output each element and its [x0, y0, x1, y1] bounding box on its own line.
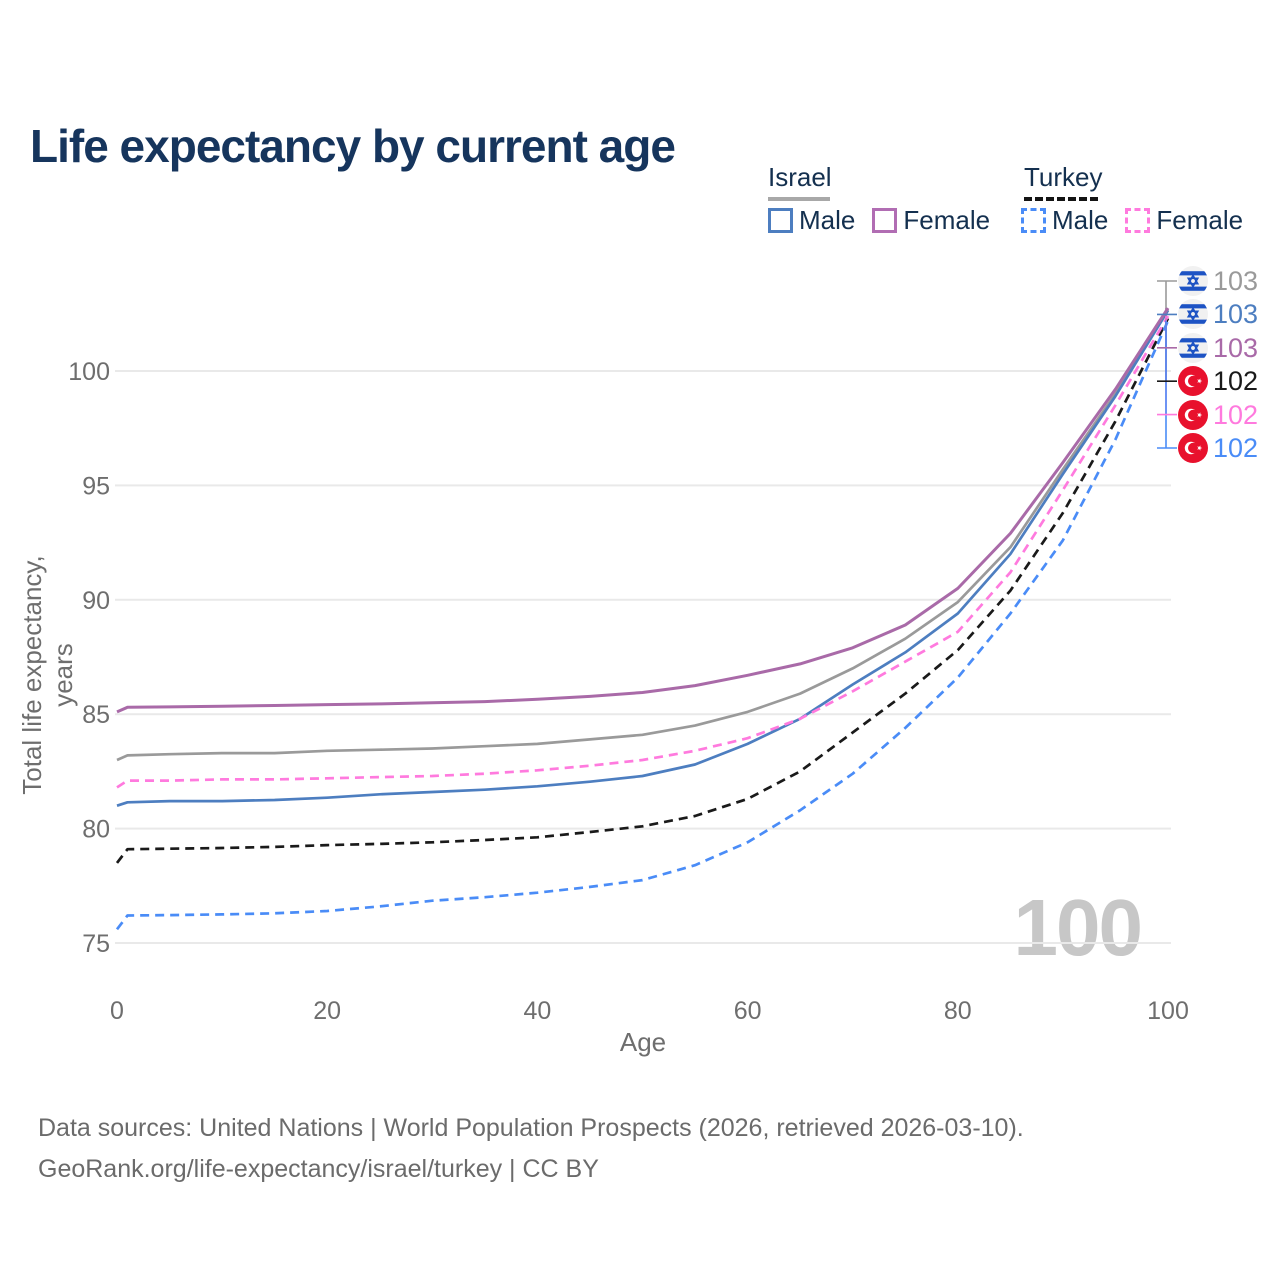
- israel-flag-icon: [1178, 333, 1208, 363]
- legend-item-label: Female: [1156, 205, 1244, 235]
- legend-item-label: Male: [799, 205, 856, 235]
- series-line-israel[interactable]: [116, 308, 1170, 762]
- y-tick-label-95: 95: [82, 472, 110, 500]
- end-label-turkey-male: 102: [1178, 433, 1258, 463]
- end-value: 102: [1213, 432, 1259, 463]
- legend-israel-line-sample: [768, 197, 830, 201]
- end-label-turkey-total: 102: [1178, 366, 1258, 396]
- israel-male-swatch-icon: [768, 208, 793, 233]
- series-line-israel-male[interactable]: [116, 309, 1170, 807]
- x-tick-label-20: 20: [313, 997, 341, 1025]
- x-tick-label-100: 100: [1147, 997, 1189, 1025]
- turkey-female-swatch-icon: [1125, 208, 1151, 233]
- legend-item-israel-male[interactable]: Male: [768, 205, 855, 236]
- end-label-israel-female: 103: [1178, 333, 1258, 363]
- series-line-turkey-female[interactable]: [116, 315, 1170, 789]
- x-axis-title: Age: [619, 1027, 667, 1057]
- source-attribution: Data sources: United Nations | World Pop…: [38, 1108, 1024, 1190]
- legend-country-israel-label: Israel: [768, 162, 832, 192]
- turkey-flag-icon: [1178, 400, 1208, 430]
- legend-country-turkey[interactable]: Turkey: [1024, 162, 1103, 201]
- legend-country-israel[interactable]: Israel: [768, 162, 832, 201]
- y-tick-label-75: 75: [82, 930, 110, 958]
- x-tick-label-80: 80: [944, 997, 972, 1025]
- legend-item-label: Male: [1052, 205, 1109, 235]
- end-label-israel-male: 103: [1178, 299, 1258, 329]
- attribution-line: GeoRank.org/life-expectancy/israel/turke…: [38, 1155, 599, 1183]
- x-tick-label-40: 40: [523, 997, 551, 1025]
- legend-item-turkey-female[interactable]: Female: [1125, 205, 1243, 236]
- y-tick-label-80: 80: [82, 816, 110, 844]
- end-value: 103: [1213, 332, 1259, 363]
- israel-flag-icon: [1178, 299, 1208, 329]
- end-value: 103: [1213, 298, 1259, 329]
- y-axis-title: Total life expectancy, years: [17, 555, 78, 795]
- data-sources-line: Data sources: United Nations | World Pop…: [38, 1114, 1024, 1142]
- legend-item-label: Female: [903, 205, 991, 235]
- y-tick-label-85: 85: [82, 701, 110, 729]
- legend-country-turkey-label: Turkey: [1024, 162, 1103, 192]
- end-value: 103: [1213, 265, 1259, 296]
- end-label-turkey-female: 102: [1178, 400, 1258, 430]
- y-tick-label-90: 90: [82, 587, 110, 615]
- turkey-flag-icon: [1178, 433, 1208, 463]
- end-value: 102: [1213, 365, 1259, 396]
- page-title: Life expectancy by current age: [30, 119, 676, 172]
- series-line-turkey[interactable]: [115, 317, 1170, 864]
- end-value: 102: [1213, 399, 1259, 430]
- turkey-flag-icon: [1178, 366, 1208, 396]
- series-line-turkey-male[interactable]: [115, 320, 1170, 931]
- turkey-male-swatch-icon: [1021, 208, 1046, 233]
- hover-age-watermark: 100: [1013, 883, 1143, 972]
- israel-female-swatch-icon: [872, 208, 898, 233]
- series-line-israel-female[interactable]: [116, 307, 1170, 714]
- legend-turkey-line-sample: [1024, 197, 1098, 201]
- legend-turkey-items: Male Female: [1021, 205, 1260, 236]
- israel-flag-icon: [1178, 266, 1208, 296]
- legend-item-turkey-male[interactable]: Male: [1021, 205, 1108, 236]
- legend-item-israel-female[interactable]: Female: [872, 205, 990, 236]
- y-tick-label-100: 100: [68, 358, 110, 386]
- legend-israel-items: Male Female: [768, 205, 1007, 236]
- x-tick-label-60: 60: [734, 997, 762, 1025]
- x-tick-label-0: 0: [110, 997, 124, 1025]
- end-label-israel-total: 103: [1178, 266, 1258, 296]
